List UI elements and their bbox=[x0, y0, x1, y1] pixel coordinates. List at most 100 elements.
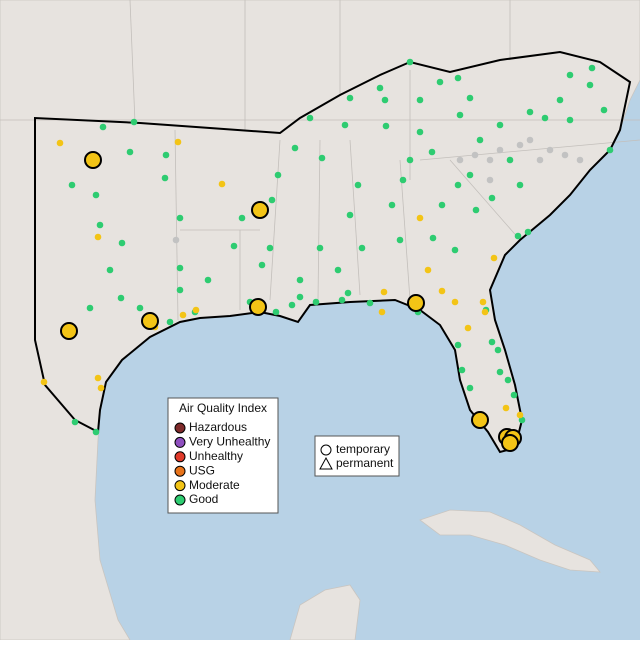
circle-symbol bbox=[320, 444, 332, 456]
monitor-unrated bbox=[536, 156, 544, 164]
monitor-unrated bbox=[516, 141, 524, 149]
monitor-moderate bbox=[378, 308, 386, 316]
monitor-temporary bbox=[249, 298, 267, 316]
monitor-unrated bbox=[486, 176, 494, 184]
monitor-good bbox=[494, 346, 502, 354]
monitor-good bbox=[118, 239, 126, 247]
monitor-good bbox=[68, 181, 76, 189]
monitor-good bbox=[454, 74, 462, 82]
monitor-good bbox=[136, 304, 144, 312]
monitor-good bbox=[176, 264, 184, 272]
monitor-good bbox=[291, 144, 299, 152]
monitor-good bbox=[458, 366, 466, 374]
monitor-good bbox=[381, 96, 389, 104]
monitor-moderate bbox=[380, 288, 388, 296]
legend-swatch bbox=[174, 480, 186, 492]
monitor-moderate bbox=[40, 378, 48, 386]
monitor-good bbox=[524, 228, 532, 236]
monitor-good bbox=[396, 236, 404, 244]
monitor-good bbox=[176, 286, 184, 294]
monitor-good bbox=[162, 151, 170, 159]
monitor-moderate bbox=[464, 324, 472, 332]
legend-swatch bbox=[174, 451, 186, 463]
monitor-temporary bbox=[501, 434, 519, 452]
monitor-unrated bbox=[526, 136, 534, 144]
monitor-good bbox=[346, 211, 354, 219]
monitor-moderate bbox=[502, 404, 510, 412]
monitor-good bbox=[466, 94, 474, 102]
legend-label: Hazardous bbox=[189, 420, 247, 434]
monitor-temporary bbox=[471, 411, 489, 429]
monitor-good bbox=[296, 276, 304, 284]
monitor-good bbox=[92, 191, 100, 199]
monitor-temporary bbox=[84, 151, 102, 169]
monitor-good bbox=[358, 244, 366, 252]
monitor-moderate bbox=[416, 214, 424, 222]
monitor-good bbox=[406, 58, 414, 66]
monitor-moderate bbox=[94, 233, 102, 241]
monitor-good bbox=[376, 84, 384, 92]
legend-label: Unhealthy bbox=[189, 449, 243, 463]
monitor-good bbox=[312, 298, 320, 306]
monitor-good bbox=[416, 128, 424, 136]
monitor-good bbox=[416, 96, 424, 104]
legend-label: temporary bbox=[336, 442, 390, 456]
monitor-good bbox=[238, 214, 246, 222]
monitor-moderate bbox=[174, 138, 182, 146]
monitor-good bbox=[472, 206, 480, 214]
monitor-good bbox=[588, 64, 596, 72]
monitor-good bbox=[272, 308, 280, 316]
monitor-good bbox=[161, 174, 169, 182]
monitor-good bbox=[296, 293, 304, 301]
monitor-good bbox=[316, 244, 324, 252]
monitor-good bbox=[566, 116, 574, 124]
monitor-moderate bbox=[179, 311, 187, 319]
cuba bbox=[419, 509, 601, 573]
monitor-good bbox=[117, 294, 125, 302]
monitor-unrated bbox=[496, 146, 504, 154]
monitor-good bbox=[456, 111, 464, 119]
monitor-good bbox=[288, 301, 296, 309]
monitor-good bbox=[338, 296, 346, 304]
monitor-good bbox=[600, 106, 608, 114]
monitor-good bbox=[388, 201, 396, 209]
legend-box bbox=[167, 397, 279, 514]
monitors bbox=[40, 58, 614, 452]
monitor-good bbox=[346, 94, 354, 102]
monitor-good bbox=[518, 416, 526, 424]
monitor-good bbox=[86, 304, 94, 312]
monitor-moderate bbox=[481, 308, 489, 316]
legend-swatch bbox=[174, 436, 186, 448]
monitor-good bbox=[96, 221, 104, 229]
monitor-moderate bbox=[97, 384, 105, 392]
legend-title: Air Quality Index bbox=[179, 401, 267, 415]
state-borders bbox=[0, 0, 640, 321]
legend-label: Very Unhealthy bbox=[189, 435, 270, 449]
monitor-good bbox=[429, 234, 437, 242]
monitor-good bbox=[488, 194, 496, 202]
monitor-good bbox=[476, 136, 484, 144]
monitor-moderate bbox=[218, 180, 226, 188]
monitor-good bbox=[526, 108, 534, 116]
monitor-good bbox=[451, 246, 459, 254]
monitor-moderate bbox=[451, 298, 459, 306]
monitor-good bbox=[454, 341, 462, 349]
monitor-moderate bbox=[479, 298, 487, 306]
monitor-moderate bbox=[490, 254, 498, 262]
legend-label: Moderate bbox=[189, 478, 240, 492]
monitor-good bbox=[541, 114, 549, 122]
monitor-good bbox=[130, 118, 138, 126]
monitor-good bbox=[366, 299, 374, 307]
monitor-unrated bbox=[576, 156, 584, 164]
monitor-good bbox=[516, 181, 524, 189]
monitor-temporary bbox=[251, 201, 269, 219]
monitor-good bbox=[428, 148, 436, 156]
monitor-temporary bbox=[60, 322, 78, 340]
monitor-good bbox=[466, 171, 474, 179]
monitor-good bbox=[230, 242, 238, 250]
monitor-good bbox=[504, 376, 512, 384]
monitor-good bbox=[99, 123, 107, 131]
triangle-symbol bbox=[319, 456, 333, 470]
monitor-good bbox=[176, 214, 184, 222]
